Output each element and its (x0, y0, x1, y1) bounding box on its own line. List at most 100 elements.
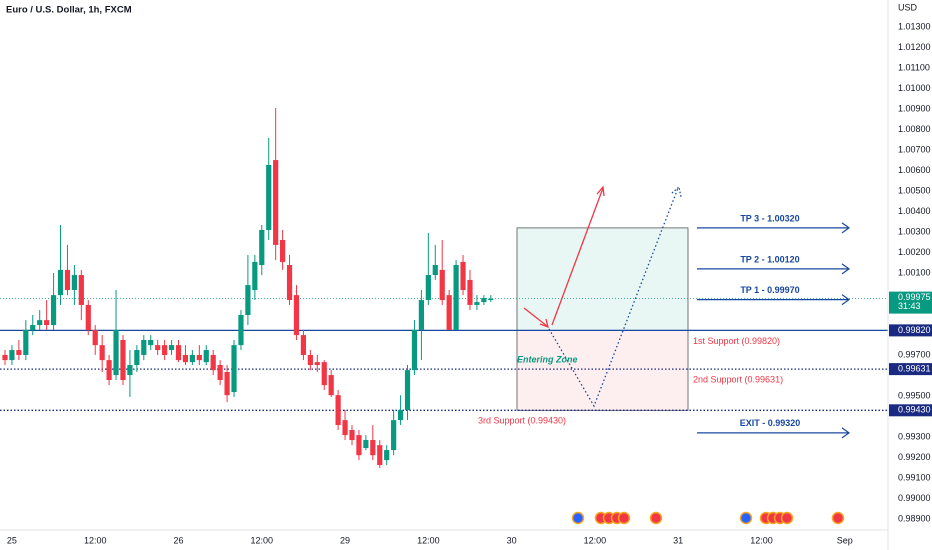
candle-body (182, 354, 189, 363)
candle-body (127, 365, 133, 376)
target-arrow-head (841, 427, 851, 439)
event-icon (649, 511, 663, 525)
candle-body (141, 340, 147, 355)
y-tick-label: 1.00200 (898, 247, 931, 257)
candle-body (155, 345, 161, 351)
candle-body (23, 329, 29, 355)
candle-body (203, 350, 209, 363)
candle-body (99, 345, 105, 361)
y-tick-label: 1.00700 (898, 144, 931, 154)
y-tick-label: 0.99500 (898, 390, 931, 400)
candle-body (474, 302, 480, 305)
candle-body (252, 261, 258, 291)
candle-body (148, 340, 154, 346)
event-icon (617, 511, 631, 525)
level-price-box (889, 404, 932, 417)
candle-body (467, 279, 473, 305)
support-label: 1st Support (0.99820) (693, 336, 780, 346)
event-icon (780, 511, 794, 525)
x-tick-label: 30 (507, 535, 517, 545)
y-tick-label: 1.00100 (898, 267, 931, 277)
x-tick-label: 26 (173, 535, 183, 545)
y-tick-label: 1.00300 (898, 226, 931, 236)
dotted-path (548, 187, 679, 408)
y-tick-label: 1.00600 (898, 165, 931, 175)
candle-body (370, 440, 376, 456)
risk-zone (516, 329, 689, 411)
candle-body (342, 420, 348, 436)
y-tick-label: 1.00900 (898, 103, 931, 113)
y-tick-label: 1.00500 (898, 185, 931, 195)
candle-body (397, 410, 404, 421)
candle-body (217, 365, 223, 380)
candle-body (349, 429, 355, 441)
level-price-box (889, 363, 932, 376)
x-tick-label: 12:00 (750, 535, 773, 545)
candle-body (300, 335, 307, 355)
candle-body (425, 275, 431, 301)
candle-body (50, 295, 57, 326)
lines: 1st Support (0.99820) 2nd Support (0.9963… (0, 213, 888, 439)
candle-body (488, 298, 494, 301)
red-arrow-head (539, 318, 549, 329)
candle-body (266, 164, 272, 230)
candle-body (377, 445, 383, 466)
red-arrow-head (596, 185, 605, 197)
candle-body (453, 265, 459, 330)
candle-body (273, 160, 279, 245)
x-tick-label: 12:00 (251, 535, 274, 545)
profit-zone (516, 227, 689, 331)
candle-body (384, 450, 390, 461)
candle-body (92, 329, 98, 346)
price-axis-bg (888, 0, 932, 550)
candle-body (64, 269, 71, 291)
support-label: 2nd Support (0.99631) (693, 374, 783, 384)
candle-body (85, 304, 91, 330)
target-label: EXIT - 0.99320 (740, 418, 801, 428)
candle-body (418, 300, 424, 330)
red-arrow (551, 187, 604, 326)
y-tick-label: 0.98900 (898, 513, 931, 523)
x-tick-label: 12:00 (417, 535, 440, 545)
y-tick-label: 1.00800 (898, 124, 931, 134)
candle-body (162, 345, 168, 355)
y-tick-label: 0.99000 (898, 493, 931, 503)
candle-body (432, 265, 438, 276)
x-tick-label: 31 (673, 535, 683, 545)
target-label: TP 1 - 0.99970 (740, 285, 799, 295)
currency-label: USD (898, 2, 918, 12)
events (571, 511, 845, 525)
last-price-label: 0.99975 (898, 292, 931, 302)
candle-body (321, 362, 327, 386)
candle-body (307, 354, 313, 366)
x-tick-label: 25 (7, 535, 17, 545)
last-price-timer: 31:43 (898, 301, 921, 311)
candle-body (439, 269, 445, 301)
red-arrow (523, 307, 548, 327)
drawings: Entering Zone (517, 185, 682, 408)
level-price-label: 0.99430 (898, 405, 931, 415)
y-tick-label: 0.99300 (898, 431, 931, 441)
zone-label: Entering Zone (517, 354, 578, 364)
candle-body (238, 315, 244, 346)
y-tick-label: 0.99200 (898, 452, 931, 462)
y-tick-label: 0.99100 (898, 472, 931, 482)
x-tick-label: 12:00 (84, 535, 107, 545)
candle-body (106, 360, 112, 380)
candle-body (411, 329, 418, 371)
target-label: TP 2 - 1.00120 (740, 254, 799, 264)
target-arrow-head (841, 222, 851, 234)
candle-body (245, 285, 251, 316)
candle-body (168, 345, 175, 351)
event-icon (571, 511, 585, 525)
y-tick-label: 1.01200 (898, 42, 931, 52)
candle-body (335, 395, 341, 426)
candle-body (9, 350, 15, 361)
candle-body (481, 297, 487, 303)
candle-body (231, 345, 237, 393)
candle-body (460, 261, 466, 291)
y-tick-label: 1.01100 (898, 62, 930, 72)
